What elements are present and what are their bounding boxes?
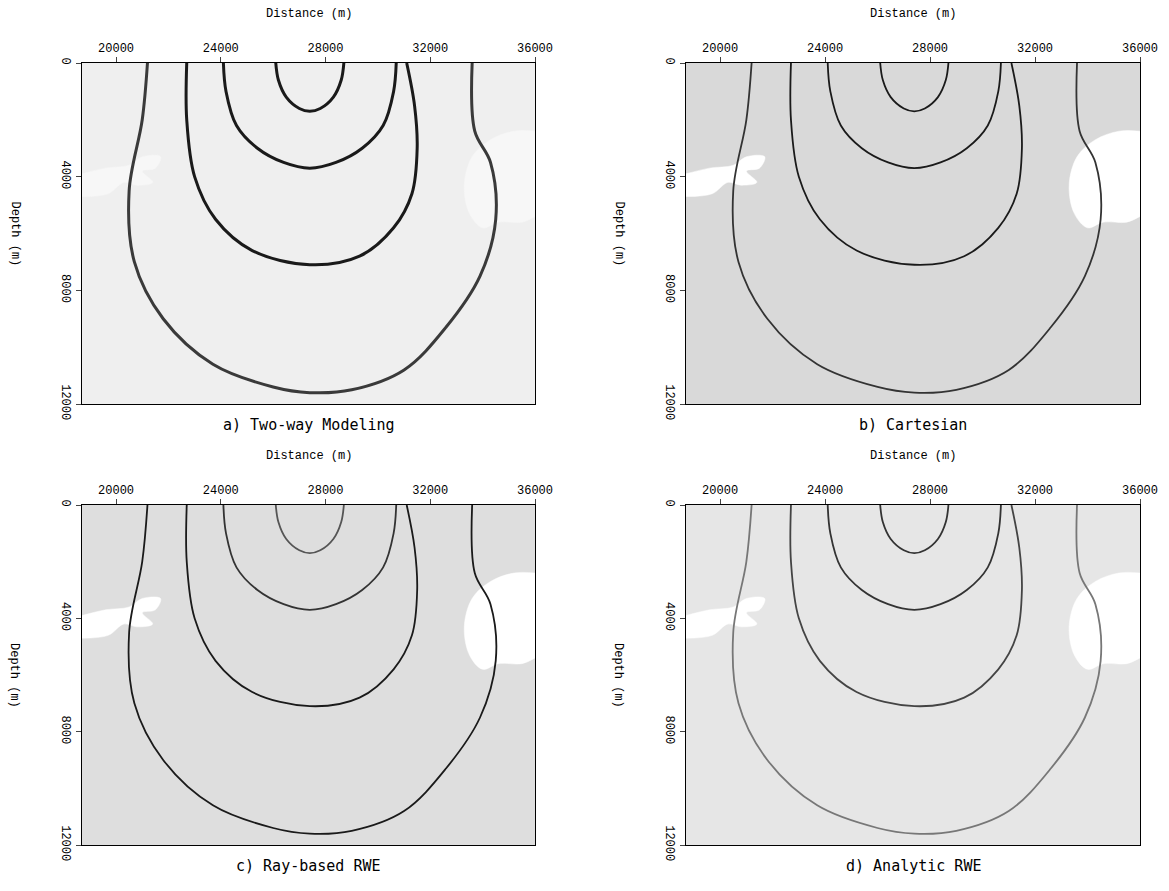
svg-text:28000: 28000: [308, 484, 344, 498]
svg-text:36000: 36000: [517, 484, 553, 498]
svg-text:4000: 4000: [662, 160, 676, 189]
svg-text:28000: 28000: [912, 484, 948, 498]
svg-text:20000: 20000: [702, 484, 738, 498]
svg-text:Distance (m): Distance (m): [870, 7, 956, 21]
svg-text:8000: 8000: [662, 715, 676, 744]
svg-text:8000: 8000: [58, 274, 72, 303]
svg-text:8000: 8000: [662, 274, 676, 303]
svg-text:Distance (m): Distance (m): [870, 449, 956, 463]
svg-text:d) Analytic RWE: d) Analytic RWE: [846, 857, 981, 875]
svg-text:32000: 32000: [412, 42, 448, 56]
svg-text:36000: 36000: [517, 42, 553, 56]
svg-text:0: 0: [662, 500, 676, 507]
svg-text:28000: 28000: [912, 42, 948, 56]
svg-text:12000: 12000: [58, 384, 72, 420]
svg-text:Depth (m): Depth (m): [611, 643, 625, 708]
svg-text:24000: 24000: [807, 484, 843, 498]
svg-text:4000: 4000: [58, 160, 72, 189]
svg-text:28000: 28000: [308, 42, 344, 56]
svg-text:b) Cartesian: b) Cartesian: [859, 416, 967, 434]
svg-text:20000: 20000: [702, 42, 738, 56]
svg-text:0: 0: [58, 500, 72, 507]
svg-text:Distance (m): Distance (m): [266, 7, 352, 21]
svg-text:12000: 12000: [662, 384, 676, 420]
svg-text:32000: 32000: [1017, 484, 1053, 498]
svg-text:32000: 32000: [412, 484, 448, 498]
svg-text:Distance (m): Distance (m): [266, 449, 352, 463]
svg-text:0: 0: [58, 58, 72, 65]
svg-text:4000: 4000: [58, 602, 72, 631]
svg-text:20000: 20000: [98, 484, 134, 498]
svg-text:24000: 24000: [807, 42, 843, 56]
svg-text:32000: 32000: [1017, 42, 1053, 56]
svg-text:Depth (m): Depth (m): [7, 643, 21, 708]
svg-text:0: 0: [662, 58, 676, 65]
svg-text:a) Two-way Modeling: a) Two-way Modeling: [223, 416, 395, 434]
svg-text:8000: 8000: [58, 715, 72, 744]
svg-text:4000: 4000: [662, 602, 676, 631]
svg-text:Depth (m): Depth (m): [612, 202, 626, 267]
svg-text:20000: 20000: [98, 42, 134, 56]
svg-text:12000: 12000: [662, 825, 676, 861]
svg-text:c) Ray-based RWE: c) Ray-based RWE: [236, 857, 381, 875]
svg-text:24000: 24000: [203, 484, 239, 498]
svg-text:24000: 24000: [203, 42, 239, 56]
svg-text:36000: 36000: [1122, 484, 1158, 498]
svg-text:12000: 12000: [58, 825, 72, 861]
svg-text:Depth (m): Depth (m): [8, 202, 22, 267]
svg-text:36000: 36000: [1122, 42, 1158, 56]
